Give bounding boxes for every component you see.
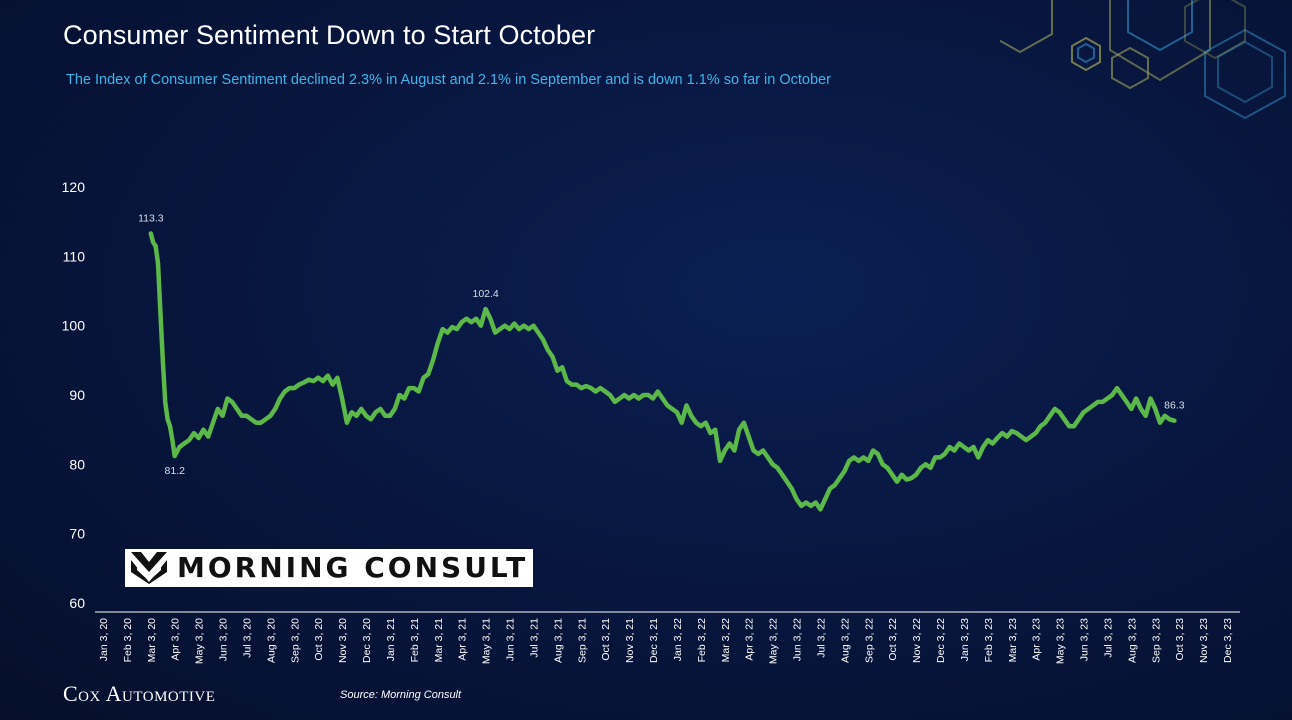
x-tick-label: Jul 3, 22 xyxy=(815,618,827,658)
series-line xyxy=(148,231,1177,512)
x-tick-label: Jul 3, 23 xyxy=(1102,618,1114,658)
x-tick-label: Oct 3, 20 xyxy=(313,618,325,661)
x-tick-label: Aug 3, 21 xyxy=(552,618,564,663)
x-tick-label: Jan 3, 23 xyxy=(959,618,971,661)
annotations: 113.3 81.2 102.4 86.3 xyxy=(138,212,1185,477)
y-tick-label: 90 xyxy=(69,387,85,403)
x-tick-label: Apr 3, 21 xyxy=(457,618,469,661)
x-tick-label: Apr 3, 20 xyxy=(170,618,182,661)
data-label: 102.4 xyxy=(472,288,498,300)
x-tick-label: Sep 3, 22 xyxy=(863,618,875,663)
x-tick-label: Feb 3, 21 xyxy=(409,618,421,663)
x-tick-label: Dec 3, 23 xyxy=(1222,618,1234,663)
y-tick-label: 60 xyxy=(69,595,85,611)
x-tick-label: Jul 3, 20 xyxy=(241,618,253,658)
x-tick-label: Oct 3, 21 xyxy=(600,618,612,661)
x-tick-label: Aug 3, 20 xyxy=(265,618,277,663)
x-tick-label: Nov 3, 23 xyxy=(1198,618,1210,663)
x-tick-label: Jan 3, 22 xyxy=(672,618,684,661)
morning-consult-mark-icon xyxy=(131,552,167,584)
data-label: 113.3 xyxy=(138,212,164,224)
x-tick-label: Nov 3, 21 xyxy=(624,618,636,663)
x-tick-label: Feb 3, 20 xyxy=(122,618,134,663)
chart-title: Consumer Sentiment Down to Start October xyxy=(63,20,596,50)
x-tick-label: Mar 3, 21 xyxy=(433,618,445,663)
y-tick-label: 70 xyxy=(69,526,85,542)
x-tick-label: Nov 3, 20 xyxy=(337,618,349,663)
x-tick-label: Feb 3, 22 xyxy=(696,618,708,663)
x-tick-label: Jun 3, 21 xyxy=(505,618,517,661)
x-tick-label: Nov 3, 22 xyxy=(911,618,923,663)
morning-consult-logo: MORNING CONSULT xyxy=(125,549,533,587)
y-tick-label: 100 xyxy=(62,318,86,334)
x-tick-label: Apr 3, 23 xyxy=(1031,618,1043,661)
x-axis: Jan 3, 20 Feb 3, 20 Mar 3, 20 Apr 3, 20 May … xyxy=(95,611,1240,664)
y-axis: 60 70 80 90 100 110 120 xyxy=(62,179,86,611)
x-tick-label: Jun 3, 23 xyxy=(1079,618,1091,661)
x-tick-label: Feb 3, 23 xyxy=(983,618,995,663)
x-tick-label: May 3, 22 xyxy=(768,618,780,664)
x-tick-label: Aug 3, 23 xyxy=(1126,618,1138,663)
x-tick-label: Jan 3, 20 xyxy=(98,618,110,661)
x-tick-label: Dec 3, 20 xyxy=(361,618,373,663)
x-tick-label: Mar 3, 22 xyxy=(720,618,732,663)
x-tick-label: May 3, 23 xyxy=(1055,618,1067,664)
x-tick-label: Mar 3, 20 xyxy=(146,618,158,663)
y-tick-label: 120 xyxy=(62,179,86,195)
x-tick-label: Oct 3, 23 xyxy=(1174,618,1186,661)
x-tick-label: Aug 3, 22 xyxy=(839,618,851,663)
x-tick-label: Sep 3, 21 xyxy=(576,618,588,663)
cox-automotive-logo: Cox Automotive xyxy=(63,681,216,706)
y-tick-label: 110 xyxy=(63,248,86,264)
chart-subtitle: The Index of Consumer Sentiment declined… xyxy=(66,72,831,88)
logo-text: MORNING CONSULT xyxy=(177,551,529,584)
x-tick-label: Oct 3, 22 xyxy=(887,618,899,661)
x-tick-label: May 3, 20 xyxy=(194,618,206,664)
x-tick-label: Mar 3, 23 xyxy=(1007,618,1019,663)
x-tick-label: Jan 3, 21 xyxy=(385,618,397,661)
x-tick-label: Sep 3, 23 xyxy=(1150,618,1162,663)
source-note: Source: Morning Consult xyxy=(340,689,462,701)
series-group xyxy=(148,231,1177,512)
x-tick-label: Apr 3, 22 xyxy=(744,618,756,661)
x-tick-label: Dec 3, 22 xyxy=(935,618,947,663)
data-label: 86.3 xyxy=(1164,400,1185,412)
x-tick-label: Jun 3, 20 xyxy=(218,618,230,661)
x-tick-label: Dec 3, 21 xyxy=(648,618,660,663)
x-tick-label: Jun 3, 22 xyxy=(792,618,804,661)
x-tick-label: Jul 3, 21 xyxy=(528,618,540,658)
y-tick-label: 80 xyxy=(69,456,85,472)
x-tick-label: Sep 3, 20 xyxy=(289,618,301,663)
hexagon-decoration xyxy=(1000,0,1286,120)
data-label: 81.2 xyxy=(165,465,186,477)
x-tick-label: May 3, 21 xyxy=(481,618,493,664)
